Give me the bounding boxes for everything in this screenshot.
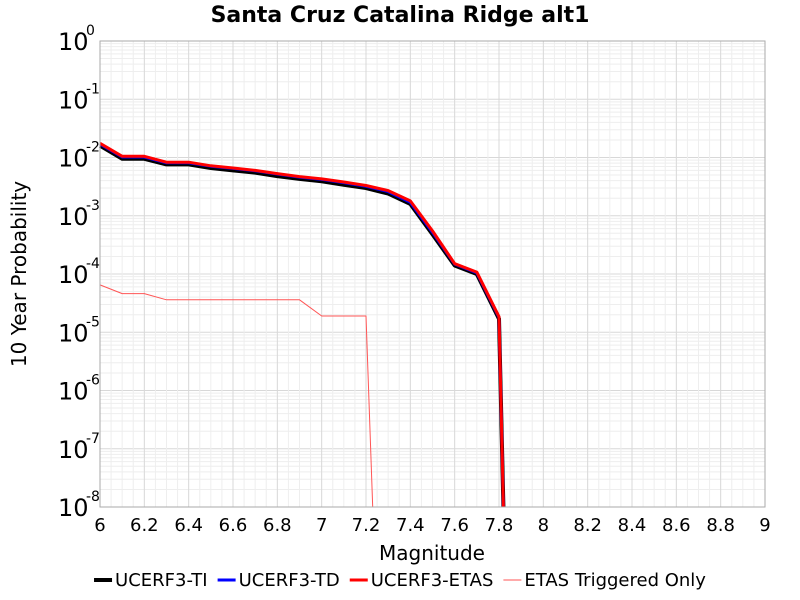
y-tick-base: 10 — [58, 86, 89, 114]
y-tick-label: 10-3 — [58, 198, 100, 231]
legend-item-4: ETAS Triggered Only — [503, 570, 706, 591]
y-tick-base: 10 — [58, 145, 89, 173]
grid — [99, 40, 766, 508]
x-tick-label: 7.2 — [352, 515, 381, 536]
y-tick-base: 10 — [58, 378, 89, 406]
y-tick-base: 10 — [58, 261, 89, 289]
x-tick-label: 8 — [538, 515, 549, 536]
plot-border — [99, 40, 766, 508]
x-tick-label: 6.8 — [263, 515, 292, 536]
y-tick-label: 10-6 — [58, 373, 100, 406]
y-tick-base: 10 — [58, 319, 89, 347]
y-tick-label: 10-8 — [58, 489, 100, 522]
y-tick-exponent: -8 — [86, 489, 100, 505]
legend: UCERF3-TI UCERF3-TD UCERF3-ETAS ETAS Trigge… — [94, 570, 706, 591]
y-tick-label: 10-4 — [58, 256, 100, 289]
x-tick-label: 8.4 — [618, 515, 647, 536]
y-tick-exponent: -4 — [86, 256, 100, 272]
y-tick-base: 10 — [58, 203, 89, 231]
x-axis-ticks: 6 6.2 6.4 6.6 6.8 7 7.2 7.4 7.6 7.8 8 8.2 8.4 8.6 8.8 9 — [94, 515, 770, 536]
x-tick-label: 8.2 — [573, 515, 602, 536]
chart-title: Santa Cruz Catalina Ridge alt1 — [211, 3, 590, 28]
y-tick-label: 10-1 — [58, 81, 100, 114]
y-tick-base: 10 — [58, 436, 89, 464]
legend-label: UCERF3-TI — [115, 570, 208, 591]
x-tick-label: 8.8 — [706, 515, 735, 536]
legend-item-1: UCERF3-TI — [94, 570, 208, 591]
x-tick-label: 6.4 — [174, 515, 203, 536]
series-line-3 — [99, 142, 505, 508]
y-tick-exponent: 0 — [86, 23, 95, 39]
series-lines — [98, 142, 506, 508]
y-tick-base: 10 — [58, 494, 89, 522]
y-tick-exponent: -6 — [86, 373, 100, 389]
y-tick-base: 10 — [58, 28, 89, 56]
x-tick-label: 8.6 — [662, 515, 691, 536]
legend-label: UCERF3-TD — [239, 570, 340, 591]
x-tick-label: 7 — [316, 515, 327, 536]
y-tick-label: 10-7 — [58, 431, 100, 464]
y-tick-label: 10-2 — [58, 140, 100, 173]
x-tick-label: 9 — [759, 515, 770, 536]
y-tick-exponent: -7 — [86, 431, 100, 447]
x-axis-label: Magnitude — [379, 541, 485, 565]
legend-label: UCERF3-ETAS — [371, 570, 494, 591]
legend-item-3: UCERF3-ETAS — [349, 570, 494, 591]
series-line-4 — [99, 284, 374, 508]
y-tick-exponent: -1 — [86, 81, 100, 97]
y-tick-exponent: -2 — [86, 140, 100, 156]
y-tick-exponent: -5 — [86, 314, 100, 330]
y-tick-label: 10-5 — [58, 314, 100, 347]
legend-label: ETAS Triggered Only — [524, 570, 706, 591]
x-tick-label: 6.6 — [219, 515, 248, 536]
x-tick-label: 7.8 — [485, 515, 514, 536]
x-tick-label: 7.6 — [440, 515, 469, 536]
x-tick-label: 7.4 — [396, 515, 425, 536]
x-tick-label: 6 — [94, 515, 105, 536]
legend-item-2: UCERF3-TD — [217, 570, 340, 591]
y-axis-label: 10 Year Probability — [7, 181, 31, 367]
y-tick-label: 100 — [58, 23, 95, 56]
x-tick-label: 6.2 — [130, 515, 159, 536]
y-tick-exponent: -3 — [86, 198, 100, 214]
